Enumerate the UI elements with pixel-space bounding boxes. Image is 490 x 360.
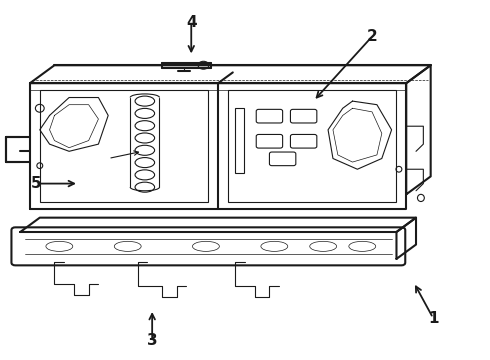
Bar — [40, 90, 208, 202]
Text: 5: 5 — [30, 176, 41, 191]
Bar — [228, 90, 396, 202]
Text: 2: 2 — [367, 29, 377, 44]
Text: 1: 1 — [428, 311, 439, 325]
Text: 3: 3 — [147, 333, 157, 348]
Text: 4: 4 — [186, 15, 196, 30]
Bar — [235, 108, 244, 173]
